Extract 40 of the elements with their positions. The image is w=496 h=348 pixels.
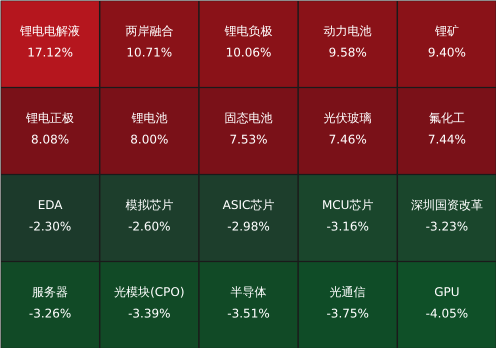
data-label: -3.26%	[28, 306, 72, 321]
category-label: 固态电池	[224, 110, 272, 125]
data-label: 8.00%	[130, 132, 168, 147]
category-label: EDA	[38, 198, 64, 212]
category-label: 锂电负极	[224, 24, 272, 38]
data-label: -3.23%	[426, 220, 468, 234]
data-label: 9.58%	[328, 46, 367, 60]
data-label: 7.44%	[428, 132, 466, 147]
data-label: 17.12%	[27, 46, 73, 60]
data-label: -3.51%	[227, 306, 270, 321]
category-label: 半导体	[230, 284, 266, 299]
data-label: 10.71%	[126, 46, 172, 60]
category-label: 两岸融合	[125, 24, 174, 38]
category-label: 锂矿	[434, 24, 459, 38]
data-label: -4.05%	[426, 306, 468, 321]
data-label: 9.40%	[428, 46, 466, 60]
data-label: 7.46%	[328, 132, 367, 147]
category-label: 氟化工	[428, 110, 465, 125]
category-label: 动力电池	[324, 24, 372, 38]
category-label: 锂电池	[130, 110, 168, 125]
data-label: -2.98%	[227, 220, 270, 234]
data-label: -2.60%	[128, 220, 171, 234]
data-label: 7.53%	[229, 132, 268, 147]
category-label: 深圳国资改革	[410, 198, 483, 212]
category-label: 服务器	[32, 284, 68, 299]
data-label: -3.39%	[128, 306, 171, 321]
category-label: GPU	[434, 284, 460, 299]
data-label: -3.16%	[326, 220, 369, 234]
data-label: 8.08%	[31, 132, 70, 147]
category-label: ASIC芯片	[222, 198, 274, 212]
data-label: -3.75%	[326, 306, 369, 321]
category-label: 锂电正极	[25, 110, 74, 125]
category-label: 光通信	[330, 284, 366, 299]
category-label: MCU芯片	[322, 198, 374, 212]
data-label: 10.06%	[226, 46, 272, 60]
category-label: 光模块(CPO)	[114, 284, 185, 299]
data-label: -2.30%	[28, 220, 72, 234]
category-label: 锂电电解液	[19, 24, 80, 38]
category-label: 模拟芯片	[125, 198, 174, 212]
category-label: 光伏玻璃	[324, 110, 372, 125]
